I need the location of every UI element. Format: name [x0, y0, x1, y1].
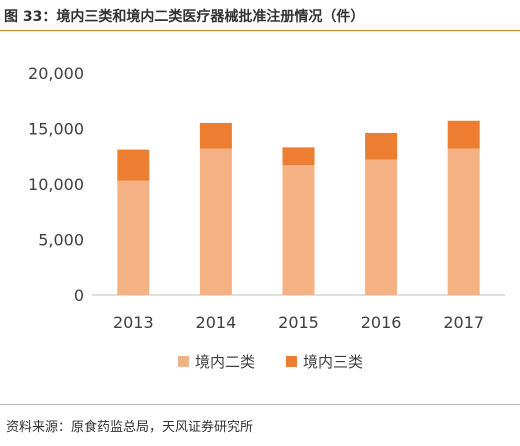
- y-tick-label: 15,000: [28, 120, 84, 139]
- source-note: 资料来源：原食药监总局，天风证券研究所: [6, 420, 254, 435]
- legend-swatch-domestic-class3: [286, 356, 297, 367]
- bar-domestic-class3: [117, 149, 150, 181]
- title-rule: [0, 0, 520, 31]
- bar-domestic-class2: [447, 148, 480, 295]
- figure-title: 图 33：境内三类和境内二类医疗器械批准注册情况（件）: [4, 9, 365, 25]
- bar-domestic-class2: [282, 165, 315, 295]
- bar-domestic-class3: [365, 132, 398, 160]
- bar-domestic-class2: [117, 180, 150, 295]
- x-tick-label: 2015: [278, 313, 319, 332]
- bar-domestic-class3: [282, 147, 315, 166]
- legend-label-domestic-class2: 境内二类: [195, 353, 255, 371]
- legend-label-domestic-class3: 境内三类: [303, 353, 363, 371]
- bar-domestic-class3: [199, 122, 232, 149]
- y-tick-label: 20,000: [28, 64, 84, 83]
- stacked-bar-chart: 0 5,000 10,000 15,000 20,000 2013 2014 2015 2016…: [28, 64, 505, 371]
- legend-swatch-domestic-class2: [178, 356, 189, 367]
- x-tick-label: 2014: [196, 313, 237, 332]
- bar-domestic-class3: [447, 120, 480, 149]
- x-tick-label: 2017: [443, 313, 484, 332]
- x-tick-label: 2016: [361, 313, 402, 332]
- source-rule: [0, 404, 520, 405]
- bar-domestic-class2: [365, 159, 398, 295]
- y-tick-label: 5,000: [38, 231, 84, 250]
- bar-domestic-class2: [199, 148, 232, 295]
- x-tick-label: 2013: [113, 313, 154, 332]
- y-tick-label: 0: [74, 286, 84, 305]
- y-tick-label: 10,000: [28, 175, 84, 194]
